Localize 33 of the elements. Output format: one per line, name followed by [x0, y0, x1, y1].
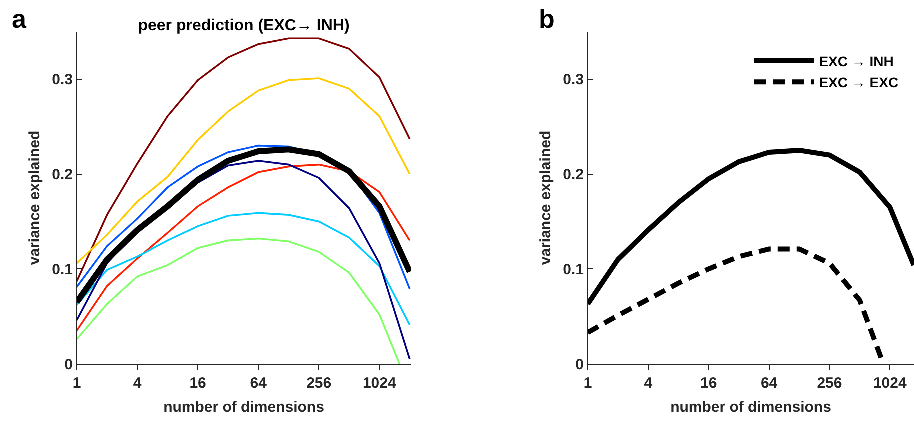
- x-tick-label: 1024: [873, 375, 908, 392]
- x-tick-label: 16: [700, 375, 718, 392]
- line-series: [77, 164, 411, 332]
- x-tick-label: 4: [644, 375, 654, 392]
- x-tick-label: 16: [190, 375, 206, 392]
- legend-label: EXC → EXC: [819, 74, 899, 91]
- x-axis-title: number of dimensions: [670, 399, 832, 416]
- x-tick-label: 4: [133, 375, 142, 392]
- y-tick-label: 0.3: [52, 72, 73, 89]
- x-tick-label: 64: [760, 375, 778, 392]
- y-tick-label: 0: [64, 356, 73, 374]
- chart-title: peer prediction (EXC→ INH): [138, 17, 350, 34]
- y-tick-label: 0.3: [563, 72, 584, 89]
- text: a: [12, 4, 27, 34]
- x-tick-label: 1: [584, 375, 592, 392]
- x-axis-title: number of dimensions: [164, 399, 324, 416]
- x-tick-label: 1024: [362, 375, 397, 392]
- line-series: [77, 38, 411, 282]
- text: b: [539, 4, 555, 34]
- y-tick-label: 0.1: [52, 261, 73, 278]
- x-tick-label: 256: [817, 375, 842, 392]
- y-axis-title: variance explained: [26, 130, 44, 266]
- line-series: [77, 212, 411, 326]
- y-tick-label: 0.1: [563, 261, 584, 278]
- x-tick-label: 1: [72, 375, 82, 392]
- y-axis-title: variance explained: [537, 130, 554, 266]
- y-tick-label: 0.2: [52, 166, 73, 184]
- x-tick-label: 256: [306, 375, 332, 392]
- line-series: [77, 78, 411, 264]
- y-tick-label: 0.2: [563, 166, 584, 184]
- legend-label: EXC → INH: [819, 53, 894, 70]
- x-tick-label: 64: [250, 375, 268, 392]
- y-tick-label: 0: [576, 356, 584, 374]
